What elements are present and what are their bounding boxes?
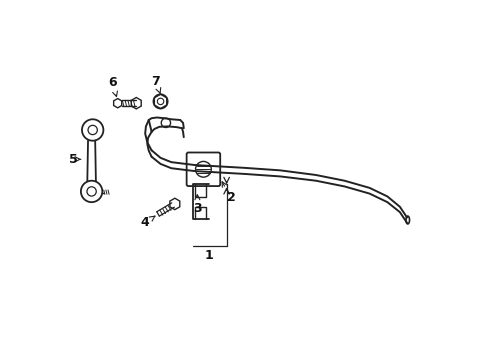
Text: 1: 1 bbox=[204, 249, 213, 262]
Text: 3: 3 bbox=[193, 195, 201, 215]
Text: 7: 7 bbox=[151, 75, 161, 94]
Text: 4: 4 bbox=[141, 216, 155, 229]
Text: 2: 2 bbox=[222, 182, 235, 204]
Text: 5: 5 bbox=[69, 153, 81, 166]
Text: 6: 6 bbox=[108, 76, 117, 96]
